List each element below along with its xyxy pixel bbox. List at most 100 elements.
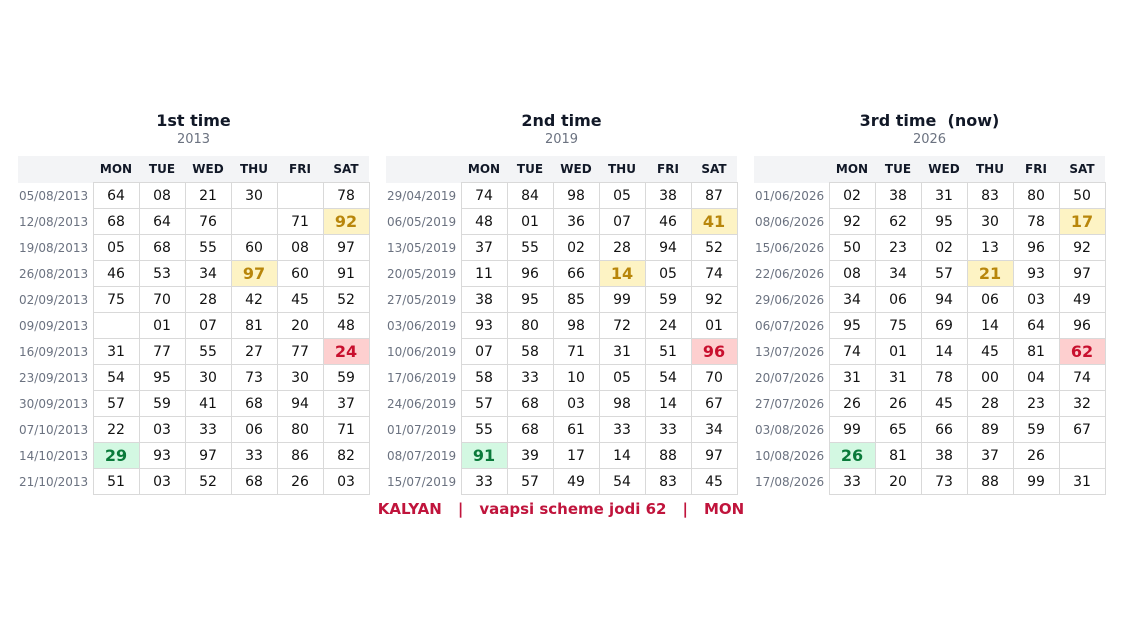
result-cell: 68: [506, 390, 554, 417]
header-row: MON TUE WED THU FRI SAT: [754, 156, 1105, 183]
week-row: 22/06/2026 08 34 57 21 93 97: [754, 260, 1106, 287]
result-cell: 88: [644, 442, 692, 469]
result-cell: 36: [552, 208, 600, 235]
result-cell: 13: [966, 234, 1014, 261]
week-row: 03/08/2026 99 65 66 89 59 67: [754, 416, 1106, 443]
day-header: SAT: [691, 156, 737, 183]
week-row: 06/07/2026 95 75 69 14 64 96: [754, 312, 1106, 339]
result-cell: 05: [92, 234, 140, 261]
week-row: 10/08/2026 26 81 38 37 26: [754, 442, 1106, 469]
week-row: 01/07/2019 55 68 61 33 33 34: [386, 416, 738, 443]
result-cell: 88: [966, 468, 1014, 495]
result-cell: 26: [874, 390, 922, 417]
header-row: MON TUE WED THU FRI SAT: [386, 156, 737, 183]
highlighted-cell: 29: [92, 442, 140, 469]
result-cell: 45: [966, 338, 1014, 365]
result-cell: 73: [920, 468, 968, 495]
week-row: 15/06/2026 50 23 02 13 96 92: [754, 234, 1106, 261]
result-cell: [230, 208, 278, 235]
result-cell: [1058, 442, 1106, 469]
result-cell: 64: [138, 208, 186, 235]
result-cell: 30: [230, 182, 278, 209]
header-blank: [754, 156, 829, 183]
week-date: 29/06/2026: [755, 292, 825, 307]
results-table: MON TUE WED THU FRI SAT 05/08/2013 64 08 21 30 78 12…: [18, 156, 370, 495]
result-cell: 28: [966, 390, 1014, 417]
result-cell: 39: [506, 442, 554, 469]
result-cell: 65: [874, 416, 922, 443]
result-cell: 14: [644, 390, 692, 417]
result-cell: 93: [460, 312, 508, 339]
result-cell: 55: [506, 234, 554, 261]
result-cell: 34: [874, 260, 922, 287]
result-cell: 58: [506, 338, 554, 365]
result-cell: 99: [598, 286, 646, 313]
result-cell: 49: [552, 468, 600, 495]
result-cell: 38: [874, 182, 922, 209]
result-cell: 82: [322, 442, 370, 469]
result-cell: 93: [1012, 260, 1060, 287]
result-cell: 02: [828, 182, 876, 209]
panel: 1st time 2013 MON TUE WED THU FRI SAT 05/08/2013…: [18, 110, 370, 495]
result-cell: 37: [966, 442, 1014, 469]
week-row: 26/08/2013 46 53 34 97 60 91: [18, 260, 370, 287]
result-cell: 02: [920, 234, 968, 261]
result-cell: 84: [506, 182, 554, 209]
result-cell: 10: [552, 364, 600, 391]
panel-title: 3rd time (now): [859, 111, 1000, 130]
day-header: SAT: [1059, 156, 1105, 183]
result-cell: 45: [276, 286, 324, 313]
result-cell: 01: [690, 312, 738, 339]
highlighted-cell: 14: [598, 260, 646, 287]
result-cell: 53: [138, 260, 186, 287]
result-cell: 45: [690, 468, 738, 495]
result-cell: 96: [1058, 312, 1106, 339]
week-row: 21/10/2013 51 03 52 68 26 03: [18, 468, 370, 495]
result-cell: 94: [276, 390, 324, 417]
week-row: 02/09/2013 75 70 28 42 45 52: [18, 286, 370, 313]
result-cell: 33: [644, 416, 692, 443]
week-date: 05/08/2013: [19, 188, 89, 203]
result-cell: 68: [138, 234, 186, 261]
result-cell: 67: [1058, 416, 1106, 443]
footer-text: vaapsi scheme jodi 62: [479, 500, 667, 518]
result-cell: 33: [828, 468, 876, 495]
day-header: THU: [231, 156, 277, 183]
week-date: 12/08/2013: [19, 214, 89, 229]
result-cell: 21: [184, 182, 232, 209]
result-cell: 07: [460, 338, 508, 365]
week-date: 02/09/2013: [19, 292, 89, 307]
result-cell: 26: [828, 390, 876, 417]
result-cell: 31: [874, 364, 922, 391]
result-cell: 07: [184, 312, 232, 339]
result-cell: 50: [828, 234, 876, 261]
highlighted-cell: 24: [322, 338, 370, 365]
header-blank: [386, 156, 461, 183]
panel-title: 1st time: [156, 111, 231, 130]
day-header: THU: [599, 156, 645, 183]
result-cell: 03: [138, 416, 186, 443]
result-cell: 00: [966, 364, 1014, 391]
panel-year: 2026: [912, 132, 947, 147]
result-cell: 38: [460, 286, 508, 313]
result-cell: 49: [1058, 286, 1106, 313]
result-cell: 66: [920, 416, 968, 443]
result-cell: 71: [276, 208, 324, 235]
result-cell: 98: [552, 182, 600, 209]
result-cell: 20: [874, 468, 922, 495]
result-cell: 08: [276, 234, 324, 261]
result-cell: 68: [506, 416, 554, 443]
week-date: 08/07/2019: [387, 448, 457, 463]
result-cell: 03: [1012, 286, 1060, 313]
result-cell: 33: [460, 468, 508, 495]
result-cell: 70: [138, 286, 186, 313]
result-cell: 59: [322, 364, 370, 391]
result-cell: 05: [598, 182, 646, 209]
results-table: MON TUE WED THU FRI SAT 01/06/2026 02 38 31 83 80 50…: [754, 156, 1106, 495]
result-cell: 14: [966, 312, 1014, 339]
result-cell: 33: [184, 416, 232, 443]
result-cell: 42: [230, 286, 278, 313]
result-cell: 92: [1058, 234, 1106, 261]
week-date: 13/07/2026: [755, 344, 825, 359]
week-row: 20/07/2026 31 31 78 00 04 74: [754, 364, 1106, 391]
